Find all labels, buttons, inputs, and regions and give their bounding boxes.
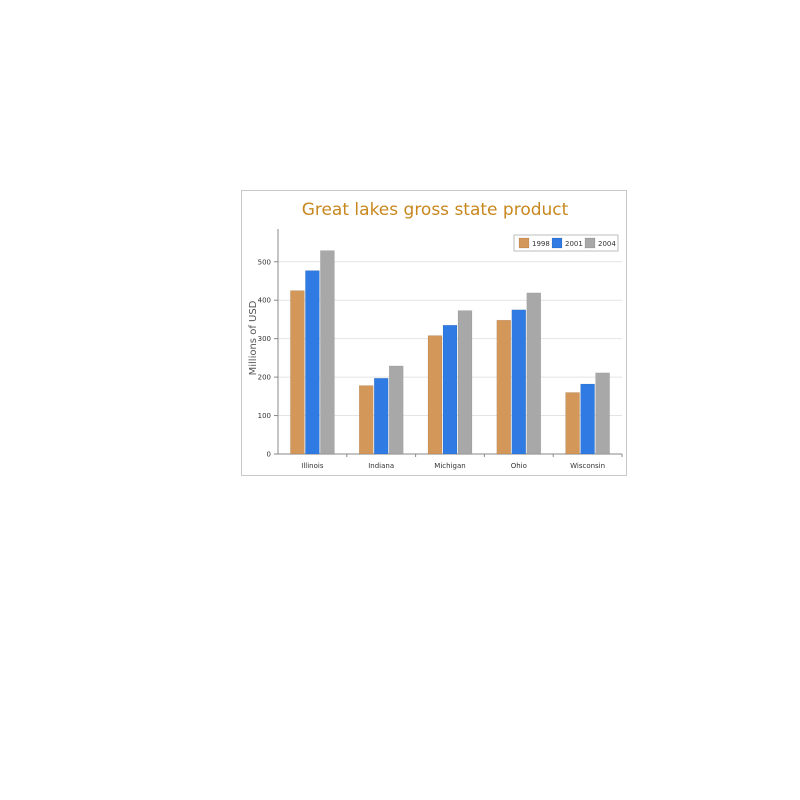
bars — [290, 250, 610, 455]
bar-illinois-2004 — [320, 250, 335, 455]
chart-panel: Great lakes gross state product 0 100 200 3… — [241, 190, 627, 476]
bar-ohio-2004 — [526, 292, 542, 455]
x-tick-label: Michigan — [434, 462, 465, 470]
bar-michigan-2001 — [442, 324, 458, 455]
chart-title: Great lakes gross state product — [302, 200, 569, 220]
bar-wisconsin-2001 — [580, 383, 595, 455]
y-tick-label: 400 — [258, 297, 271, 305]
bar-michigan-2004 — [457, 310, 473, 455]
y-tick-label: 500 — [258, 258, 271, 266]
legend: 1998 2001 2004 — [513, 234, 619, 252]
y-tick-label: 300 — [258, 335, 271, 343]
y-tick-label: 100 — [258, 412, 271, 420]
x-tick-label: Ohio — [511, 462, 527, 470]
bar-illinois-2001 — [305, 270, 320, 455]
y-tick-label: 200 — [258, 374, 271, 382]
bar-wisconsin-2004 — [595, 372, 610, 455]
legend-swatch-1998 — [518, 237, 530, 249]
x-tick-label: Wisconsin — [570, 462, 605, 470]
bar-indiana-2001 — [373, 378, 389, 455]
bar-ohio-1998 — [496, 319, 512, 455]
bar-ohio-2001 — [511, 309, 527, 455]
y-tick-label: 0 — [267, 451, 271, 459]
axes: 0 100 200 300 400 500 Illinois Indiana Michigan O… — [258, 229, 623, 470]
bar-indiana-2004 — [388, 365, 404, 455]
bar-chart: Great lakes gross state product 0 100 200 3… — [248, 200, 623, 470]
legend-swatch-2001 — [551, 237, 563, 249]
bar-michigan-1998 — [427, 335, 443, 455]
x-tick-label: Illinois — [301, 462, 324, 470]
bar-indiana-1998 — [358, 385, 374, 455]
legend-label-1998: 1998 — [532, 240, 550, 248]
legend-label-2001: 2001 — [565, 240, 583, 248]
legend-label-2004: 2004 — [598, 240, 616, 248]
bar-illinois-1998 — [290, 290, 305, 455]
legend-swatch-2004 — [584, 237, 596, 249]
y-axis-label: Millions of USD — [248, 300, 259, 375]
bar-wisconsin-1998 — [565, 392, 580, 455]
x-tick-label: Indiana — [368, 462, 394, 470]
